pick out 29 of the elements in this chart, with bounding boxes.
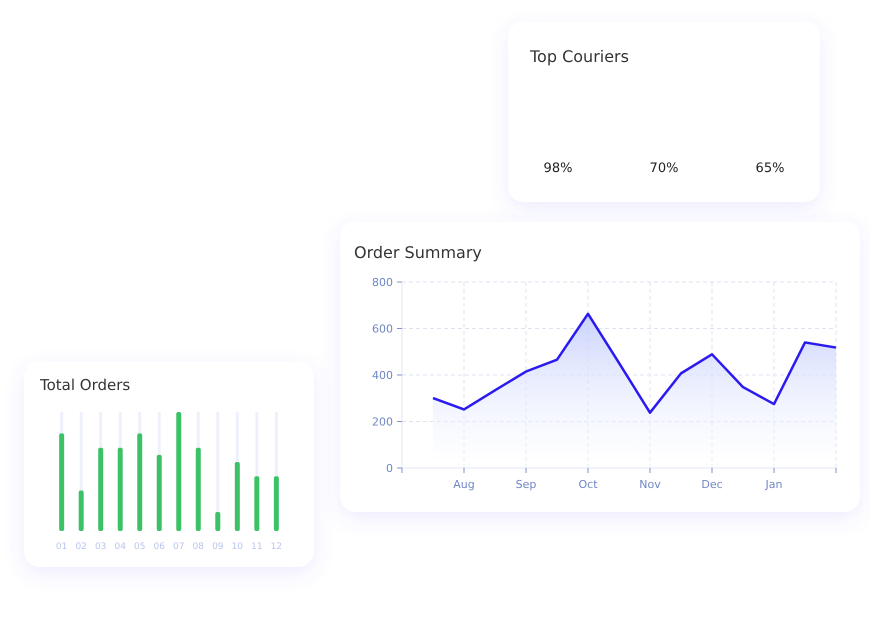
x-tick-label: 07 xyxy=(173,542,184,552)
x-tick-label: 10 xyxy=(232,542,244,552)
chart-title: Total Orders xyxy=(39,376,130,394)
y-tick-label: 600 xyxy=(372,322,393,336)
x-tick-label: Sep xyxy=(516,478,536,491)
x-tick-label: 01 xyxy=(56,542,68,552)
x-tick-label: Jan xyxy=(764,478,782,491)
text: 98% xyxy=(544,161,572,176)
x-tick-label: 02 xyxy=(75,542,87,552)
text: 65% xyxy=(756,161,784,176)
x-tick-label: Nov xyxy=(639,478,662,491)
x-tick-label: 05 xyxy=(134,542,146,552)
text: 70% xyxy=(650,161,678,176)
x-tick-label: 11 xyxy=(251,542,263,552)
x-tick-label: 09 xyxy=(212,542,224,552)
x-tick-label: 04 xyxy=(114,542,126,552)
y-tick-label: 800 xyxy=(372,276,393,289)
x-tick-label: 03 xyxy=(94,542,106,552)
y-tick-label: 0 xyxy=(386,462,393,475)
y-tick-label: 400 xyxy=(372,369,393,382)
y-tick-label: 200 xyxy=(372,416,393,428)
x-tick-label: Dec xyxy=(701,478,723,491)
x-tick-label: 08 xyxy=(192,542,204,552)
x-tick-label: 12 xyxy=(270,542,282,552)
text: Top Couriers xyxy=(529,47,629,66)
chart-title: Order Summary xyxy=(354,243,482,262)
x-tick-label: 06 xyxy=(154,542,166,552)
x-tick-label: Oct xyxy=(578,478,598,491)
x-tick-label: Aug xyxy=(453,478,475,491)
